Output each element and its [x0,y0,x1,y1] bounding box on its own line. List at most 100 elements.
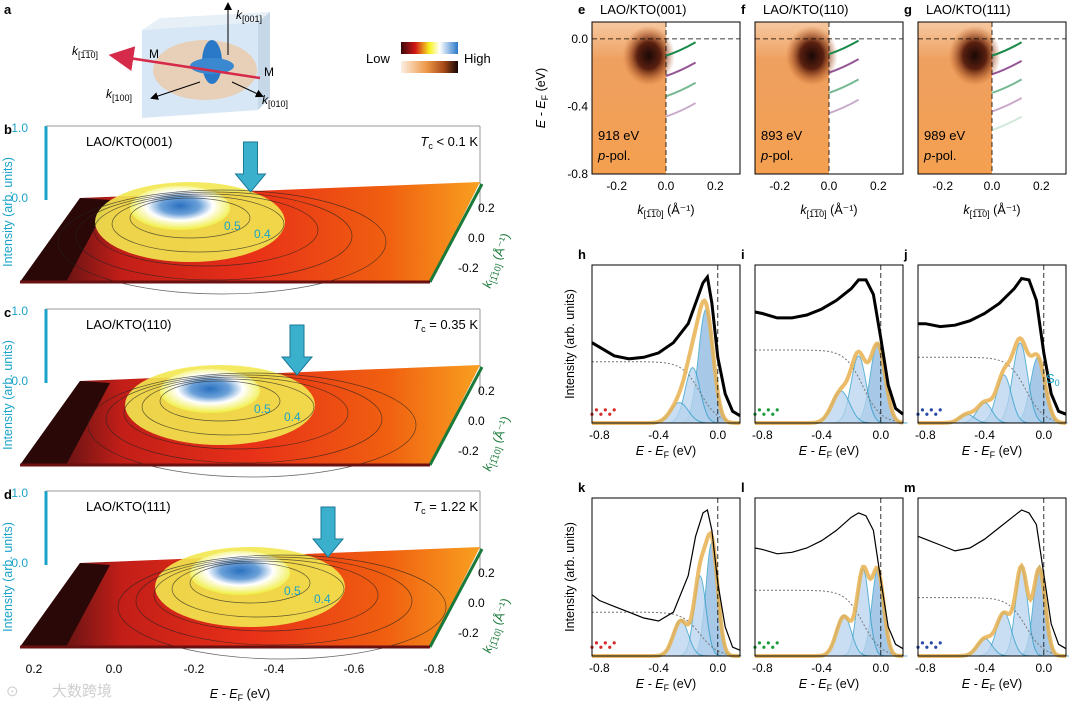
x-axis-label-m: E - EF (eV) [962,677,1022,693]
k-tick-c: 0.2 [478,384,495,398]
x-axis-label-g: k[1̅1̅0] (Å⁻¹) [963,202,1020,219]
x-tick-h: 0.0 [709,428,726,442]
edc-dot-k [599,645,603,649]
y-axis-label-h: Intensity (arb. units) [563,289,577,399]
panel-label-e: e [578,2,585,17]
edc-dot-l [775,641,779,645]
panel-label-l: l [741,480,745,495]
x-axis-label-i: E - EF (eV) [799,444,859,460]
k010-arrow [231,81,264,98]
k001-label: k[001] [236,8,262,24]
y-tick-e: -0.4 [567,99,588,113]
contour-label-05-d: 0.5 [284,584,301,598]
panel-label-m: m [904,480,916,495]
contour-line-b [93,193,319,267]
x-tick-l: -0.4 [811,661,832,675]
x-tick-f: 0.0 [821,179,838,193]
x-tick-i: -0.8 [752,428,773,442]
band-dispersion-e [665,61,697,77]
contour-line-b [75,191,353,281]
k-tick-b: 0.2 [478,201,495,215]
x-tick-j: -0.4 [974,428,995,442]
panel-label-j: j [903,247,908,262]
band-dispersion-g [991,78,1023,94]
band-dispersion-e [665,81,697,98]
brillouin-cube-side [258,12,270,110]
arpes-panel-g: g LAO/KTO(111) 989 eV p-pol. -0.2 0.0 0.2 k[1̅1… [904,2,1067,219]
edc-panel-i: i -0.8 -0.4 0.0 E - EF (eV) [741,247,908,460]
x-axis-label-f: k[1̅1̅0] (Å⁻¹) [800,202,857,219]
x-tick-i: -0.4 [811,428,832,442]
k110-arrow [108,46,261,80]
x-tick-g: 0.2 [1033,179,1050,193]
edc-dot-h [594,408,599,412]
edc-dot-h [603,408,607,412]
x-tick-j: -0.8 [915,428,936,442]
z-axis-label-c: Intensity (arb. units) [1,340,15,450]
edc-dot-m [938,641,942,645]
x-tick-i: 0.0 [872,428,889,442]
spectral-hotspot-e [622,25,675,86]
energy-tick-b: -0.2 [184,662,205,676]
k-axis-d [428,548,484,648]
edc-dot-k [612,641,616,645]
edc-data-j [918,276,1067,416]
contour-label-04-c: 0.4 [284,410,301,424]
contour-label-04-b: 0.4 [254,227,271,241]
energy-tick-b: -0.6 [344,662,365,676]
k-tick-c: 0.0 [468,414,485,428]
contour-line-d [189,562,311,604]
spectral-hotspot-g [948,25,1001,86]
photon-energy-e: 918 eV [598,128,640,143]
polarization-g: p-pol. [923,148,957,163]
k-tick-d: 0.2 [478,566,495,580]
band-dispersion-g [991,41,1023,57]
plot-frame-k [591,497,741,657]
k-axis-c [428,366,484,466]
z-tick-zero-c: 0.0 [11,374,28,388]
tc-label-b: Tc < 0.1 K [420,134,478,151]
energy-tick-b: 0.0 [106,662,123,676]
band-dispersion-g [991,97,1023,113]
k110-label: k[1̅1̅0] [72,44,98,60]
contour-label-04-d: 0.4 [314,592,331,606]
contour-line-c [87,372,417,478]
x-tick-m: -0.8 [915,661,936,675]
edc-dot-l [766,641,770,645]
y-axis-label-k: Intensity (arb. units) [563,522,577,632]
x-tick-e: -0.2 [606,179,627,193]
band-dispersion-e [665,102,697,118]
x-tick-m: 0.0 [1035,661,1052,675]
x-axis-label-e: k[1̅1̅0] (Å⁻¹) [637,202,694,219]
colorbar-low-label: Low [366,51,390,66]
z-tick-top-c: 1.0 [11,304,28,318]
k100-label: k[100] [106,87,132,103]
x-tick-k: -0.8 [589,661,610,675]
k100-arrow [150,81,201,100]
contour-label-05-c: 0.5 [254,402,271,416]
edc-dot-j [920,408,925,412]
panel-label-h: h [578,247,586,262]
band-dispersion-e [665,41,697,57]
panel-label-k: k [578,480,586,495]
edc-panel-h: h -0.8 -0.4 0.0 E - EF (eV) Intensity (arb. u… [563,247,741,460]
panel-label-b: b [4,122,12,137]
x-tick-e: 0.0 [658,179,675,193]
x-tick-l: -0.8 [752,661,773,675]
k-axis-b [428,183,484,283]
edc-dot-i [757,408,762,412]
contour-label-05-b: 0.5 [224,219,241,233]
x-tick-h: -0.8 [589,428,610,442]
background-curve-h [592,361,741,423]
plot-frame-h [591,264,741,424]
panel-label-g: g [904,2,912,17]
colorbar-legend: Low High [366,42,491,73]
x-axis-label-k: E - EF (eV) [636,677,696,693]
x-tick-f: 0.2 [870,179,887,193]
k-tick-d: 0.0 [468,596,485,610]
edc-dot-m [920,641,925,645]
colorbar-high-label: High [464,51,491,66]
energy-tick-b: 0.2 [26,662,43,676]
